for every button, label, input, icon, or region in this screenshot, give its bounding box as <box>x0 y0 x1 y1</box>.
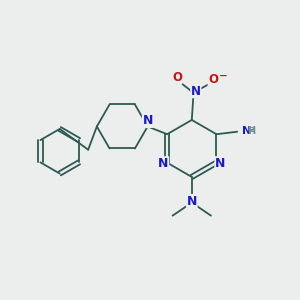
Text: N: N <box>215 157 225 170</box>
Text: −: − <box>219 70 227 80</box>
Text: N: N <box>187 195 197 208</box>
Text: N: N <box>158 157 169 170</box>
Text: O: O <box>172 71 182 84</box>
Text: H: H <box>247 126 255 136</box>
Text: 2: 2 <box>250 127 254 133</box>
Text: N: N <box>142 114 153 128</box>
Text: N: N <box>242 126 251 136</box>
Text: O: O <box>208 73 218 85</box>
Text: N: N <box>191 85 201 98</box>
